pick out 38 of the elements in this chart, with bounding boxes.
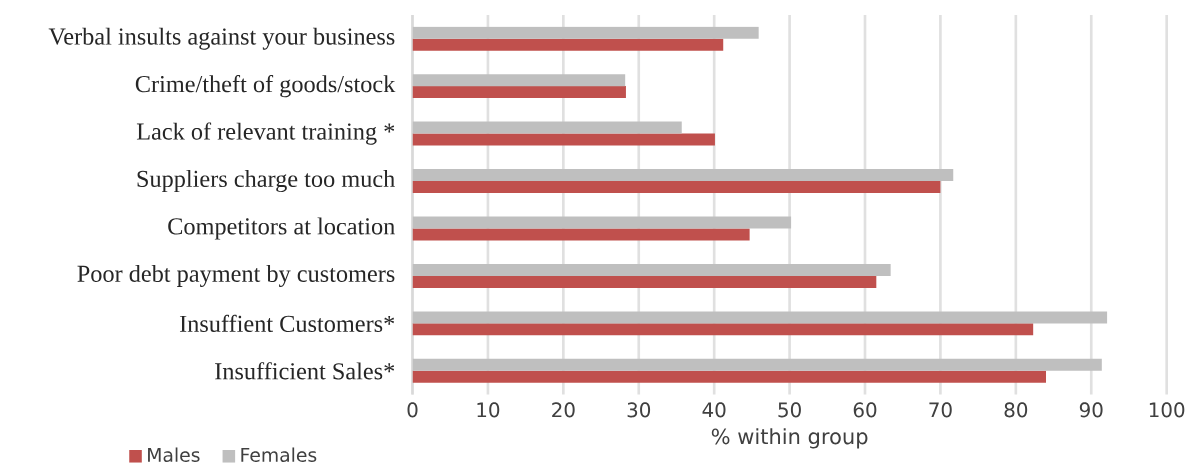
bar (412, 216, 792, 229)
bar (412, 85, 626, 98)
y-tick-label: Insufficient Sales* (215, 361, 395, 380)
y-tick-label: Lack of relevant training * (136, 122, 395, 145)
x-tick-label: 20 (552, 402, 575, 418)
x-tick-label: 50 (778, 402, 801, 418)
y-tick-label: Insuffient Customers* (179, 314, 395, 332)
x-tick-label: 60 (853, 402, 877, 418)
bar (412, 358, 1102, 371)
bar (412, 133, 715, 146)
bar (412, 26, 759, 39)
bar (412, 323, 1034, 336)
x-tick-label: 10 (477, 402, 500, 418)
y-tick-label: Competitors at location (168, 217, 395, 240)
legend-label: Males (148, 447, 200, 462)
x-tick-label: 70 (929, 402, 952, 418)
x-tick-label: 100 (1149, 402, 1185, 418)
x-tick-label: 40 (702, 402, 726, 418)
bar (412, 311, 1108, 324)
y-tick-label: Suppliers charge too much (137, 169, 395, 192)
bar (412, 370, 1047, 383)
bar (412, 228, 750, 241)
x-tick-label: 0 (407, 402, 418, 418)
x-tick-label: 90 (1079, 402, 1103, 418)
legend-label: Females (241, 447, 317, 462)
bar (412, 275, 877, 288)
bar (412, 168, 954, 181)
y-tick-label: Crime/theft of goods/stock (135, 74, 396, 98)
bar (412, 180, 941, 193)
bar (412, 38, 724, 51)
y-tick-label: Verbal insults against your business (48, 27, 395, 50)
x-axis-title: % within group (711, 427, 868, 449)
x-tick-label: 30 (627, 402, 651, 418)
bar (412, 121, 682, 134)
bar (412, 263, 891, 276)
y-tick-label: Poor debt payment by customers (77, 264, 395, 287)
bar (412, 73, 626, 86)
x-tick-label: 80 (1004, 402, 1028, 418)
